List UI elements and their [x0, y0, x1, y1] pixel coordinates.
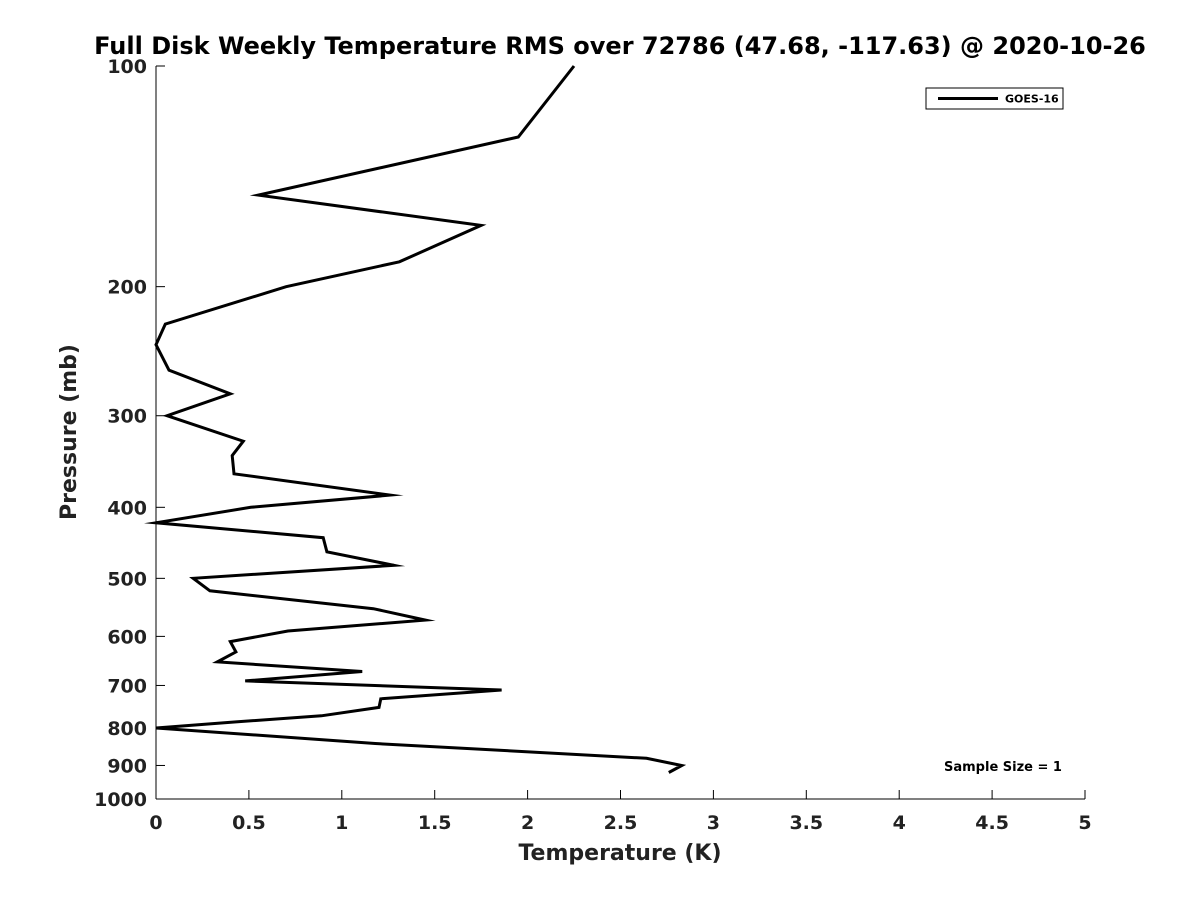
- x-tick-label: 1.5: [418, 812, 452, 834]
- y-tick-label: 800: [107, 718, 147, 740]
- y-tick-label: 200: [107, 277, 147, 299]
- series-line-goes-16: [144, 65, 687, 774]
- y-axis-ticks: 100 200 300 400 500 600 700 800 900 1000: [94, 56, 165, 811]
- chart-title: Full Disk Weekly Temperature RMS over 72…: [94, 32, 1146, 60]
- x-axis-ticks: 0 0.5 1 1.5 2 2.5 3 3.5 4 4.5 5: [149, 790, 1092, 834]
- legend: GOES-16: [925, 87, 1064, 110]
- x-axis-label: Temperature (K): [518, 841, 721, 866]
- x-tick-label: 4: [893, 812, 906, 834]
- y-tick-label: 900: [107, 755, 147, 777]
- series-layer: [144, 65, 687, 774]
- axes: [155, 66, 1085, 800]
- y-tick-label: 300: [107, 406, 147, 428]
- x-tick-label: 5: [1078, 812, 1091, 834]
- y-tick-label: 1000: [94, 789, 147, 811]
- x-tick-label: 1: [335, 812, 348, 834]
- y-tick-label: 700: [107, 675, 147, 697]
- y-tick-label: 600: [107, 626, 147, 648]
- y-tick-label: 100: [107, 56, 147, 78]
- y-tick-label: 400: [107, 497, 147, 519]
- x-tick-label: 2: [521, 812, 534, 834]
- x-tick-label: 0: [149, 812, 162, 834]
- x-tick-label: 4.5: [975, 812, 1009, 834]
- x-tick-label: 3.5: [789, 812, 823, 834]
- sample-size-annotation: Sample Size = 1: [944, 760, 1062, 775]
- y-axis-label: Pressure (mb): [57, 344, 82, 520]
- y-tick-label: 500: [107, 568, 147, 590]
- x-tick-label: 2.5: [604, 812, 638, 834]
- x-tick-label: 3: [707, 812, 720, 834]
- legend-label-goes-16: GOES-16: [1005, 93, 1059, 106]
- x-tick-label: 0.5: [232, 812, 266, 834]
